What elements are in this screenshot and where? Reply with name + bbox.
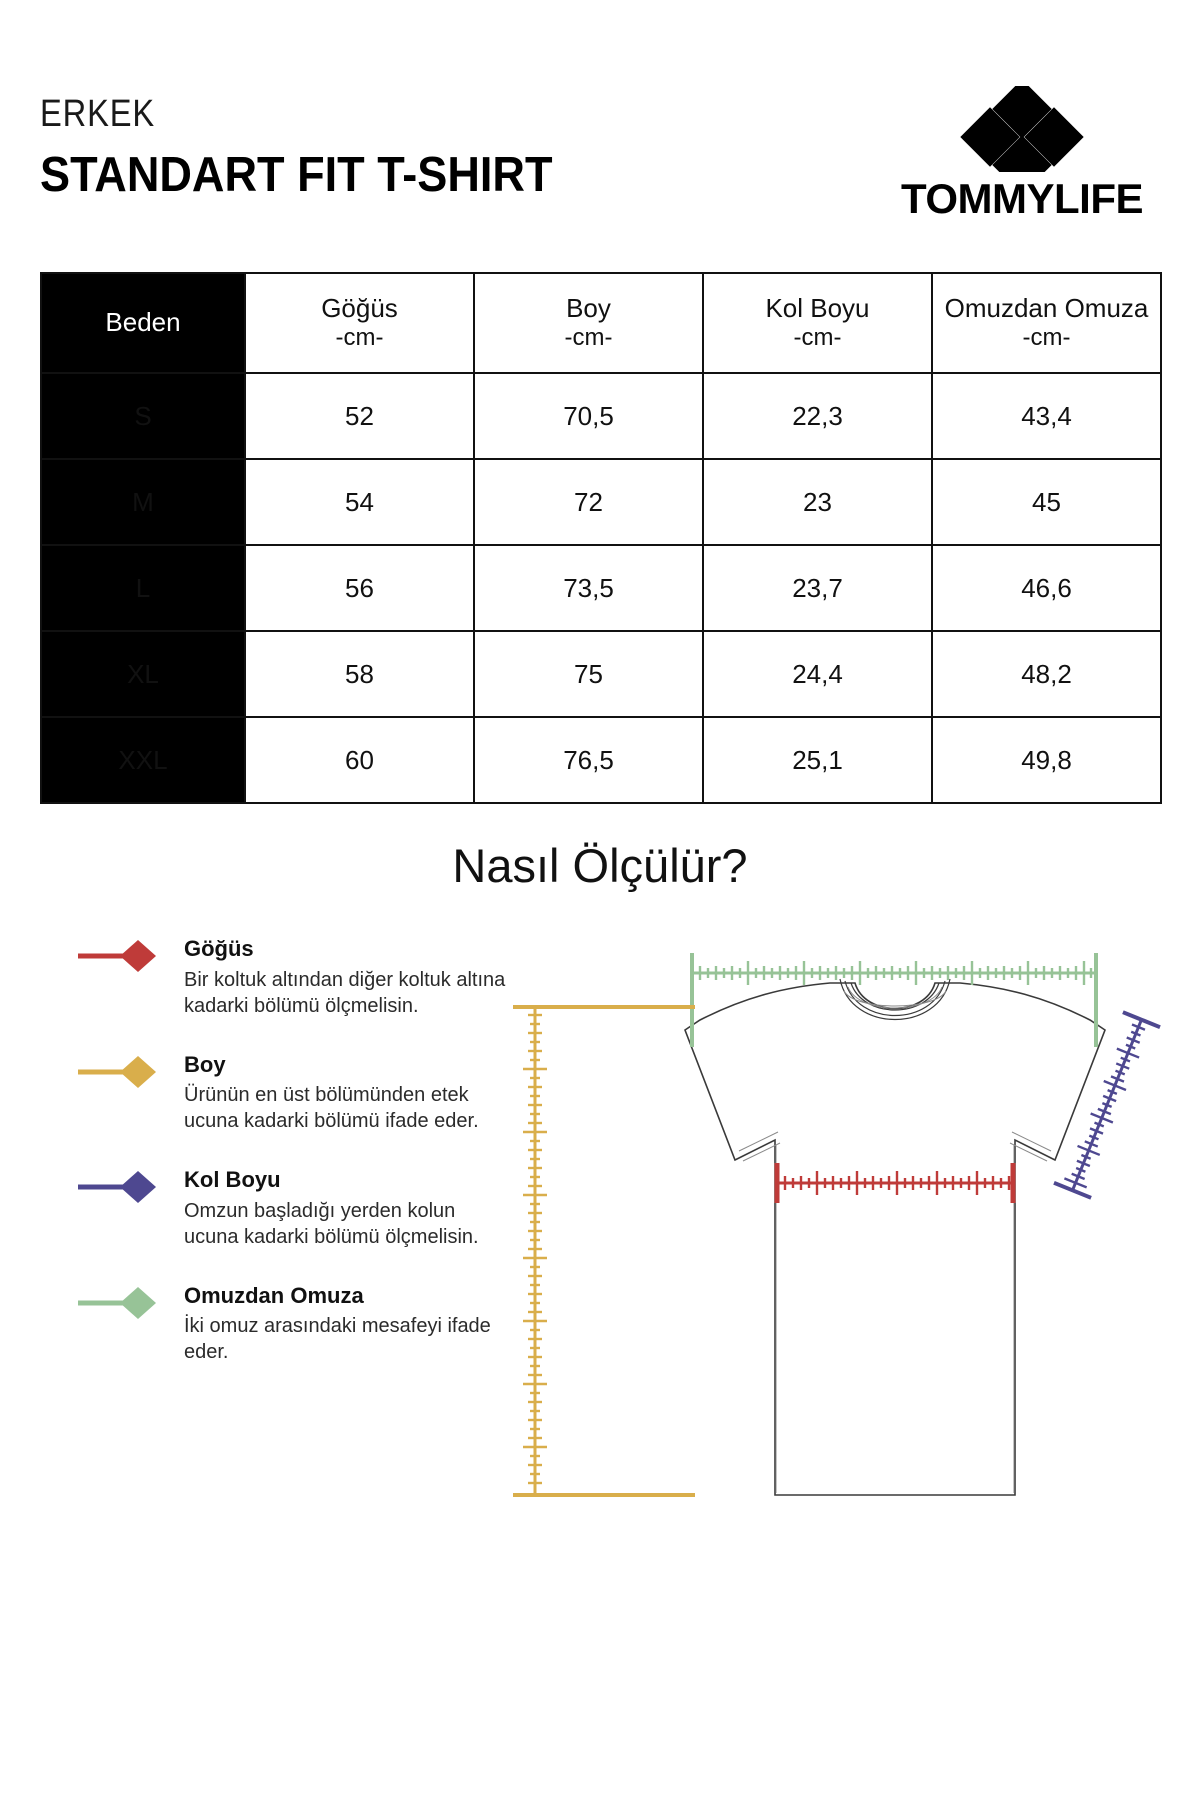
tshirt-measurement-diagram: [495, 935, 1185, 1565]
col-header-omuzdan-omuza-unit: -cm-: [1022, 324, 1071, 352]
tshirt-sleeve-hems: [738, 1131, 1052, 1162]
cell-size: XXL: [40, 716, 246, 804]
cell-omuz: 48,2: [931, 630, 1162, 718]
cell-kol: 22,3: [702, 372, 933, 460]
legend-title: Kol Boyu: [184, 1167, 281, 1192]
col-header-beden-label: Beden: [105, 307, 181, 338]
table-row: XXL 60 76,5 25,1 49,8: [40, 716, 1162, 804]
col-header-boy: Boy -cm-: [473, 272, 704, 374]
brand-name: TOMMYLIFE: [900, 175, 1144, 222]
legend-item-kol-boyu: Kol Boyu Omzun başladığı yerden kolun uc…: [76, 1166, 506, 1250]
col-header-gogus: Göğüs -cm-: [244, 272, 475, 374]
cell-omuz: 49,8: [931, 716, 1162, 804]
diamond-marker-icon: [78, 1171, 156, 1203]
cell-boy: 75: [473, 630, 704, 718]
cell-gogus: 60: [244, 716, 475, 804]
size-table-head: Beden Göğüs -cm- Boy -cm- Kol Boyu -cm-: [40, 272, 1162, 374]
diamond-marker-icon: [78, 1286, 156, 1319]
table-row: M 54 72 23 45: [40, 458, 1162, 546]
chest-measure-ruler: [774, 1163, 1016, 1203]
tshirt-collar-band: [843, 986, 947, 1009]
legend-title: Boy: [184, 1051, 226, 1077]
legend-item-gogus: Göğüs Bir koltuk altından diğer koltuk a…: [76, 935, 506, 1019]
diamond-marker-icon: [78, 940, 156, 972]
four-diamonds-icon: [960, 86, 1084, 172]
table-row: L 56 73,5 23,7 46,6: [40, 544, 1162, 632]
cell-boy: 72: [473, 458, 704, 546]
page-header: ERKEK STANDART FIT T-SHIRT: [40, 95, 1160, 245]
col-header-omuzdan-omuza: Omuzdan Omuza -cm-: [931, 272, 1162, 374]
cell-size: S: [40, 372, 246, 460]
cell-kol: 23: [702, 458, 933, 546]
shoulder-measure-ruler: [690, 953, 1098, 1047]
length-measure-ruler: [513, 1005, 695, 1497]
size-table-body: S 52 70,5 22,3 43,4 M 54 72 23 45 L 56 7…: [40, 372, 1162, 804]
howto-heading: Nasıl Ölçülür?: [452, 839, 748, 892]
col-header-kol-boyu: Kol Boyu -cm-: [702, 272, 933, 374]
cell-kol: 25,1: [702, 716, 933, 804]
cell-size: M: [40, 458, 246, 546]
cell-gogus: 52: [244, 372, 475, 460]
tshirt-outline: [684, 982, 1106, 1496]
table-row: S 52 70,5 22,3 43,4: [40, 372, 1162, 460]
cell-gogus: 56: [244, 544, 475, 632]
tshirt-collar: [839, 978, 951, 1020]
size-table-container: Beden Göğüs -cm- Boy -cm- Kol Boyu -cm-: [40, 272, 1162, 804]
col-header-gogus-label: Göğüs: [321, 293, 398, 324]
col-header-boy-label: Boy: [566, 293, 611, 324]
cell-size: XL: [40, 630, 246, 718]
measurement-legend: Göğüs Bir koltuk altından diğer koltuk a…: [76, 935, 506, 1397]
cell-omuz: 45: [931, 458, 1162, 546]
table-header-row: Beden Göğüs -cm- Boy -cm- Kol Boyu -cm-: [40, 272, 1162, 374]
col-header-kol-boyu-unit: -cm-: [793, 324, 842, 352]
col-header-beden: Beden: [40, 272, 246, 374]
tshirt-svg: [513, 953, 1161, 1497]
cell-gogus: 54: [244, 458, 475, 546]
sleeve-measure-ruler: [1053, 1010, 1161, 1200]
legend-item-boy: Boy Ürünün en üst bölümünden etek ucuna …: [76, 1051, 506, 1135]
legend-item-omuzdan-omuza: Omuzdan Omuza İki omuz arasındaki mesafe…: [76, 1282, 506, 1366]
diamond-marker-icon: [78, 1055, 156, 1088]
legend-title: Göğüs: [184, 936, 254, 961]
col-header-omuzdan-omuza-label: Omuzdan Omuza: [944, 293, 1149, 324]
category-kicker: ERKEK: [40, 93, 156, 135]
col-header-gogus-unit: -cm-: [335, 324, 384, 352]
cell-omuz: 46,6: [931, 544, 1162, 632]
cell-boy: 76,5: [473, 716, 704, 804]
cell-size: L: [40, 544, 246, 632]
cell-boy: 70,5: [473, 372, 704, 460]
cell-kol: 24,4: [702, 630, 933, 718]
page-title: STANDART FIT T-SHIRT: [40, 148, 553, 202]
brand-block: TOMMYLIFE: [882, 86, 1162, 220]
cell-omuz: 43,4: [931, 372, 1162, 460]
col-header-kol-boyu-label: Kol Boyu: [765, 293, 870, 324]
col-header-boy-unit: -cm-: [564, 324, 613, 352]
table-row: XL 58 75 24,4 48,2: [40, 630, 1162, 718]
cell-boy: 73,5: [473, 544, 704, 632]
size-table: Beden Göğüs -cm- Boy -cm- Kol Boyu -cm-: [40, 272, 1162, 804]
legend-desc: Bir koltuk altından diğer koltuk altına …: [184, 968, 506, 1017]
cell-gogus: 58: [244, 630, 475, 718]
cell-kol: 23,7: [702, 544, 933, 632]
legend-title: Omuzdan Omuza: [184, 1282, 364, 1308]
legend-desc: Omzun başladığı yerden kolun ucuna kadar…: [184, 1199, 479, 1248]
legend-desc: Ürünün en üst bölümünden etek ucuna kada…: [184, 1084, 479, 1132]
legend-desc: İki omuz arasındaki mesafeyi ifade eder.: [184, 1315, 491, 1363]
